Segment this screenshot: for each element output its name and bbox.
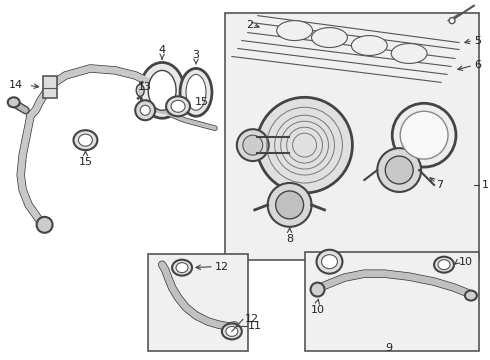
Ellipse shape xyxy=(74,130,98,150)
Text: 15: 15 xyxy=(78,157,93,167)
Ellipse shape xyxy=(438,260,450,270)
Text: 10: 10 xyxy=(459,257,473,267)
Ellipse shape xyxy=(377,148,421,192)
Text: 12: 12 xyxy=(215,262,229,272)
Ellipse shape xyxy=(385,156,413,184)
Ellipse shape xyxy=(136,84,144,96)
Ellipse shape xyxy=(317,250,343,274)
Ellipse shape xyxy=(243,135,263,155)
Ellipse shape xyxy=(180,68,212,116)
Text: 10: 10 xyxy=(311,305,324,315)
Ellipse shape xyxy=(172,260,192,276)
Ellipse shape xyxy=(277,21,313,41)
Ellipse shape xyxy=(392,103,456,167)
Bar xyxy=(148,254,248,351)
Ellipse shape xyxy=(148,71,176,110)
Ellipse shape xyxy=(8,97,20,107)
Ellipse shape xyxy=(268,183,312,227)
Text: 2: 2 xyxy=(245,19,253,30)
Ellipse shape xyxy=(276,191,304,219)
Ellipse shape xyxy=(140,105,150,115)
Ellipse shape xyxy=(400,111,448,159)
Ellipse shape xyxy=(78,134,93,146)
Ellipse shape xyxy=(37,217,52,233)
Bar xyxy=(43,76,56,98)
Bar xyxy=(225,13,479,260)
Ellipse shape xyxy=(237,129,269,161)
Ellipse shape xyxy=(449,18,455,24)
Text: 12: 12 xyxy=(245,314,259,324)
Ellipse shape xyxy=(257,97,352,193)
Ellipse shape xyxy=(171,100,185,112)
Ellipse shape xyxy=(166,96,190,116)
Ellipse shape xyxy=(391,44,427,63)
Ellipse shape xyxy=(186,75,206,110)
Text: 5: 5 xyxy=(474,36,481,46)
Text: 9: 9 xyxy=(386,343,393,353)
Text: 7: 7 xyxy=(436,180,443,190)
Ellipse shape xyxy=(321,255,338,269)
Text: 1: 1 xyxy=(482,180,489,190)
Text: 15: 15 xyxy=(195,97,209,107)
Text: 13: 13 xyxy=(138,82,152,92)
Text: 11: 11 xyxy=(248,321,262,332)
Ellipse shape xyxy=(226,327,238,336)
Text: 6: 6 xyxy=(474,60,481,71)
Ellipse shape xyxy=(351,36,387,55)
Text: 8: 8 xyxy=(286,234,293,244)
Ellipse shape xyxy=(135,100,155,120)
Ellipse shape xyxy=(140,62,184,118)
Ellipse shape xyxy=(465,291,477,301)
Bar xyxy=(305,252,479,351)
Ellipse shape xyxy=(222,323,242,339)
Text: 4: 4 xyxy=(159,45,166,55)
Ellipse shape xyxy=(434,257,454,273)
Ellipse shape xyxy=(312,28,347,48)
Ellipse shape xyxy=(176,263,188,273)
Text: 14: 14 xyxy=(8,80,23,90)
Ellipse shape xyxy=(311,283,324,297)
Text: 3: 3 xyxy=(193,50,199,60)
